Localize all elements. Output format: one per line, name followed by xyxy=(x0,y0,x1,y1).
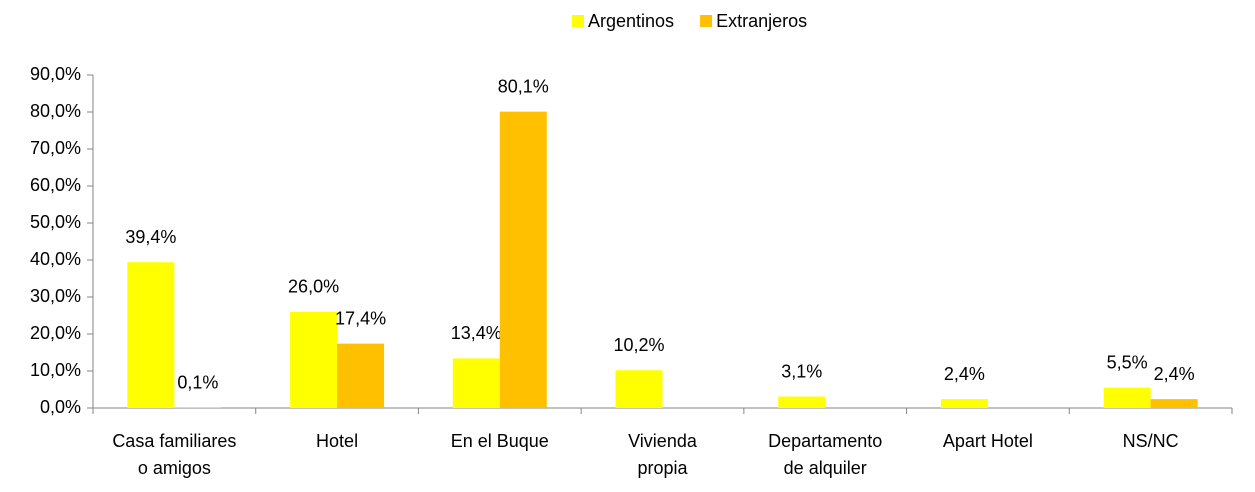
data-label: 3,1% xyxy=(781,361,822,381)
y-tick-label: 20,0% xyxy=(30,323,81,343)
x-tick-label: Hotel xyxy=(316,431,359,451)
y-tick-label: 30,0% xyxy=(30,286,81,306)
bar xyxy=(778,396,826,408)
y-tick-label: 50,0% xyxy=(30,212,81,232)
x-tick-label: Departamento de alquiler xyxy=(768,431,883,478)
legend-swatch xyxy=(572,15,584,27)
y-tick-label: 60,0% xyxy=(30,175,81,195)
data-label: 0,1% xyxy=(177,372,218,392)
x-tick-label: Vivienda propia xyxy=(628,431,697,478)
legend-swatch xyxy=(700,15,713,27)
x-tick-label: En el Buque xyxy=(450,431,549,451)
bar xyxy=(127,262,175,408)
x-tick-label: Apart Hotel xyxy=(942,431,1033,451)
bar xyxy=(290,311,338,408)
legend-label: Extranjeros xyxy=(716,11,807,31)
bar xyxy=(615,370,663,408)
data-label: 2,4% xyxy=(944,364,985,384)
bar xyxy=(499,111,547,408)
data-label: 39,4% xyxy=(125,227,176,247)
bar xyxy=(337,343,385,408)
bar xyxy=(1103,387,1151,408)
data-label: 10,2% xyxy=(613,335,664,355)
y-tick-label: 0,0% xyxy=(40,397,81,417)
y-tick-label: 10,0% xyxy=(30,360,81,380)
x-tick-label: Casa familiares o amigos xyxy=(112,431,237,478)
data-label: 80,1% xyxy=(498,76,549,96)
legend-label: Argentinos xyxy=(588,11,674,31)
bar xyxy=(940,399,988,408)
data-label: 2,4% xyxy=(1154,364,1195,384)
bar xyxy=(1150,399,1198,408)
y-tick-label: 90,0% xyxy=(30,64,81,84)
data-label: 13,4% xyxy=(451,323,502,343)
data-label: 26,0% xyxy=(288,277,339,297)
data-label: 5,5% xyxy=(1107,352,1148,372)
x-tick-label: NS/NC xyxy=(1122,431,1179,451)
y-tick-label: 40,0% xyxy=(30,249,81,269)
bar xyxy=(452,358,500,408)
data-label: 17,4% xyxy=(335,308,386,328)
y-tick-label: 80,0% xyxy=(30,101,81,121)
y-tick-label: 70,0% xyxy=(30,138,81,158)
